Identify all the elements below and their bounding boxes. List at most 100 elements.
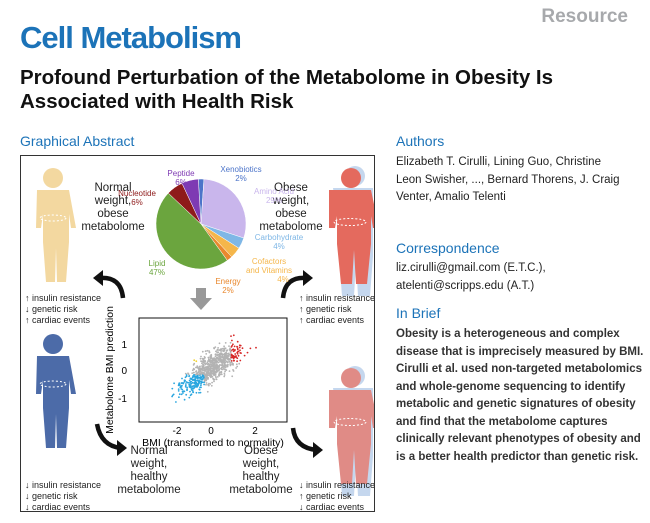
scatter-point	[235, 367, 238, 369]
pie-value-cofactors-and-vitamins: 4%	[277, 275, 289, 284]
scatter-point	[196, 377, 199, 380]
scatter-point	[207, 384, 210, 387]
scatter-point	[191, 385, 194, 387]
quadrant-label-top-right: Obese weight, obese metabolome	[259, 182, 322, 233]
scatter-point	[177, 390, 180, 392]
scatter-point	[221, 361, 224, 364]
quadrant-label-top-left: Normal weight, obese metabolome	[81, 182, 144, 233]
scatter-point	[203, 381, 206, 384]
scatter-point	[195, 391, 198, 394]
scatter-point	[202, 363, 205, 366]
scatter-point	[203, 378, 206, 381]
scatter-point	[219, 353, 222, 356]
scatter-point	[201, 381, 204, 384]
scatter-point	[183, 398, 186, 401]
scatter-point	[204, 373, 207, 376]
scatter-point	[188, 375, 191, 378]
scatter-point	[180, 386, 183, 388]
scatter-point	[223, 355, 226, 358]
scatter-point	[220, 352, 223, 354]
pie-label-amino-acid: Amino Acid 29%	[254, 187, 294, 205]
scatter-point	[226, 365, 229, 368]
scatter-point	[181, 384, 183, 387]
scatter-point	[224, 342, 227, 344]
risk-br-genetic: ↑ genetic risk	[299, 491, 352, 501]
scatter-point	[184, 372, 187, 375]
email-2[interactable]: atelenti@scripps.edu (A.T.)	[396, 279, 535, 292]
scatter-point	[224, 368, 227, 371]
scatter-point	[231, 363, 233, 366]
scatter-point	[223, 347, 226, 350]
scatter-point	[230, 361, 233, 364]
scatter-point	[232, 369, 234, 371]
pie-label-cofactors-and-vitamins: Cofactors and Vitamins 4%	[246, 257, 292, 284]
risk-br-cardiac: ↓ cardiac events	[299, 502, 365, 511]
graphical-abstract-figure: Normal weight, obese metabolome Obese weight…	[25, 165, 379, 512]
figure-obese-obese-metabolome	[329, 166, 379, 296]
scatter-point	[193, 376, 196, 378]
x-tick-2: 2	[252, 426, 258, 437]
scatter-point	[205, 382, 208, 384]
scatter-point	[187, 373, 190, 376]
scatter-point	[224, 370, 227, 373]
scatter-point	[184, 385, 187, 388]
scatter-point	[195, 377, 197, 380]
scatter-point	[211, 361, 214, 364]
scatter-point	[225, 366, 228, 368]
scatter-point	[195, 375, 198, 377]
in-brief-text: Obesity is a heterogeneous and complex d…	[396, 328, 644, 463]
y-tick-0: 0	[121, 366, 127, 377]
scatter-point	[185, 383, 187, 385]
scatter-point	[223, 349, 226, 352]
scatter-point	[223, 374, 226, 376]
scatter-point	[205, 367, 208, 369]
scatter-point	[239, 349, 241, 352]
scatter-point	[207, 356, 210, 359]
scatter-point	[229, 349, 232, 352]
scatter-point	[215, 376, 217, 379]
scatter-point	[185, 393, 188, 396]
scatter-point	[198, 391, 200, 394]
scatter-point	[195, 384, 198, 387]
scatter-point	[208, 363, 211, 366]
risk-bl-cardiac: ↓ cardiac events	[25, 502, 91, 511]
scatter-point	[212, 358, 215, 360]
risk-tl-insulin: ↑ insulin resistance	[25, 293, 101, 303]
scatter-point	[182, 392, 184, 394]
pie-label-carbohydrate: Carbohydrate 4%	[255, 233, 304, 251]
scatter-point	[202, 360, 205, 363]
scatter-point	[207, 360, 209, 362]
scatter-point	[209, 365, 212, 367]
scatter-point	[204, 363, 207, 366]
scatter-point	[178, 396, 180, 399]
scatter-point	[213, 380, 215, 383]
scatter-point	[205, 383, 207, 386]
graphical-abstract: Normal weight, obese metabolome Obese weight…	[20, 155, 379, 512]
scatter-point	[213, 365, 216, 368]
scatter-point	[228, 370, 231, 372]
scatter-point	[255, 346, 257, 349]
scatter-point	[200, 384, 202, 387]
scatter-point	[217, 369, 220, 372]
scatter-point	[201, 350, 204, 353]
email-1[interactable]: liz.cirulli@gmail.com (E.T.C.),	[396, 262, 546, 274]
scatter-point	[175, 401, 177, 403]
scatter-point	[191, 381, 194, 384]
scatter-point	[204, 356, 206, 359]
risk-bl-genetic: ↓ genetic risk	[25, 491, 78, 501]
scatter-point	[193, 359, 196, 362]
authors-heading: Authors	[396, 133, 445, 149]
scatter-point	[223, 366, 226, 368]
scatter-points	[171, 334, 257, 403]
scatter-point	[232, 350, 235, 353]
scatter-point	[223, 375, 226, 378]
correspondence-emails: liz.cirulli@gmail.com (E.T.C.), atelenti…	[396, 260, 546, 295]
scatter-point	[199, 377, 202, 379]
scatter-point	[195, 366, 197, 369]
scatter-point	[214, 346, 217, 348]
scatter-point	[225, 360, 228, 363]
x-axis-label: BMI (transformed to normality)	[142, 437, 284, 449]
scatter-point	[207, 367, 209, 370]
scatter-point	[206, 372, 209, 375]
scatter-point	[198, 369, 201, 371]
